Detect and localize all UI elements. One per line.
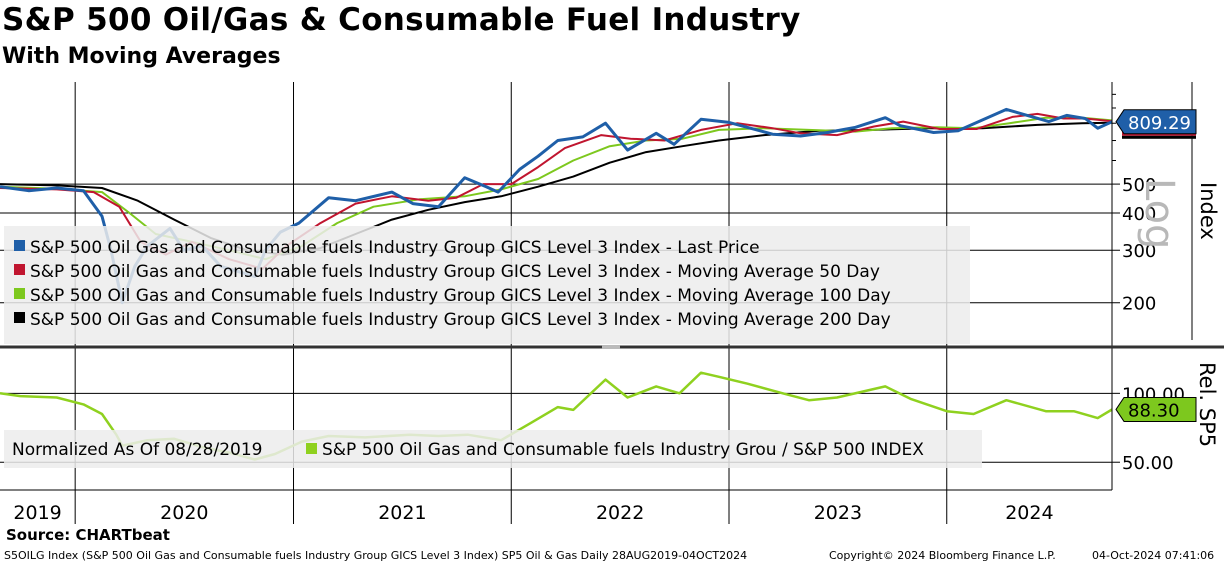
panel-divider-handle (602, 345, 620, 349)
legend-entry: S&P 500 Oil Gas and Consumable fuels Ind… (30, 286, 891, 306)
x-tick-label: 2024 (1005, 502, 1053, 524)
lower-y-axis-title: Rel. SP5 (1195, 362, 1219, 447)
badge-relative: 88.30 (1115, 396, 1197, 422)
legend-entry: S&P 500 Oil Gas and Consumable fuels Ind… (322, 440, 924, 460)
legend-swatch (306, 443, 317, 454)
x-tick-label: 2019 (13, 502, 61, 524)
legend-swatch (14, 312, 25, 323)
chart-subtitle: With Moving Averages (2, 44, 281, 69)
footer-description: S5OILG Index (S&P 500 Oil Gas and Consum… (4, 549, 748, 562)
legend-entry: S&P 500 Oil Gas and Consumable fuels Ind… (30, 262, 880, 282)
x-tick-label: 2020 (160, 502, 208, 524)
axes: 2019 2020 2021 2022 2023 2024 200 300 400 500 50.0… (0, 82, 1224, 524)
legend-swatch (14, 264, 25, 275)
y-tick-label: 50.00 (1122, 453, 1174, 474)
badge-last-price-text: 809.29 (1128, 113, 1191, 134)
upper-legend-box (4, 226, 970, 344)
footer-copyright: Copyright© 2024 Bloomberg Finance L.P. (829, 549, 1056, 562)
legend-entry: S&P 500 Oil Gas and Consumable fuels Ind… (30, 238, 760, 258)
chart-title: S&P 500 Oil/Gas & Consumable Fuel Indust… (2, 2, 801, 38)
lower-legend-normalized: Normalized As Of 08/28/2019 (12, 440, 262, 460)
legend-swatch (14, 288, 25, 299)
y-tick-label: 200 (1122, 294, 1156, 315)
badge-relative-shape (1115, 396, 1197, 422)
footer-timestamp: 04-Oct-2024 07:41:06 (1092, 549, 1215, 562)
x-tick-label: 2023 (814, 502, 862, 524)
y-tick-label: 300 (1122, 241, 1156, 262)
x-tick-label: 2022 (596, 502, 644, 524)
upper-y-axis-title: Index (1196, 182, 1220, 240)
badge-relative-text: 88.30 (1128, 400, 1180, 421)
badge-ma200-band (1122, 135, 1196, 139)
y-tick-label: 400 (1122, 204, 1156, 225)
log-scale-label: Log (1136, 178, 1182, 249)
legend-swatch (14, 240, 25, 251)
legends: S&P 500 Oil Gas and Consumable fuels Ind… (4, 226, 982, 468)
lower-legend-box (4, 430, 982, 468)
source-label: Source: CHARTbeat (6, 526, 170, 544)
badge-last-price-shape (1115, 109, 1197, 135)
x-tick-label: 2021 (378, 502, 426, 524)
y-tick-label: 500 (1122, 175, 1156, 196)
legend-entry: S&P 500 Oil Gas and Consumable fuels Ind… (30, 310, 891, 330)
badge-last-price: 809.29 (1115, 109, 1197, 135)
